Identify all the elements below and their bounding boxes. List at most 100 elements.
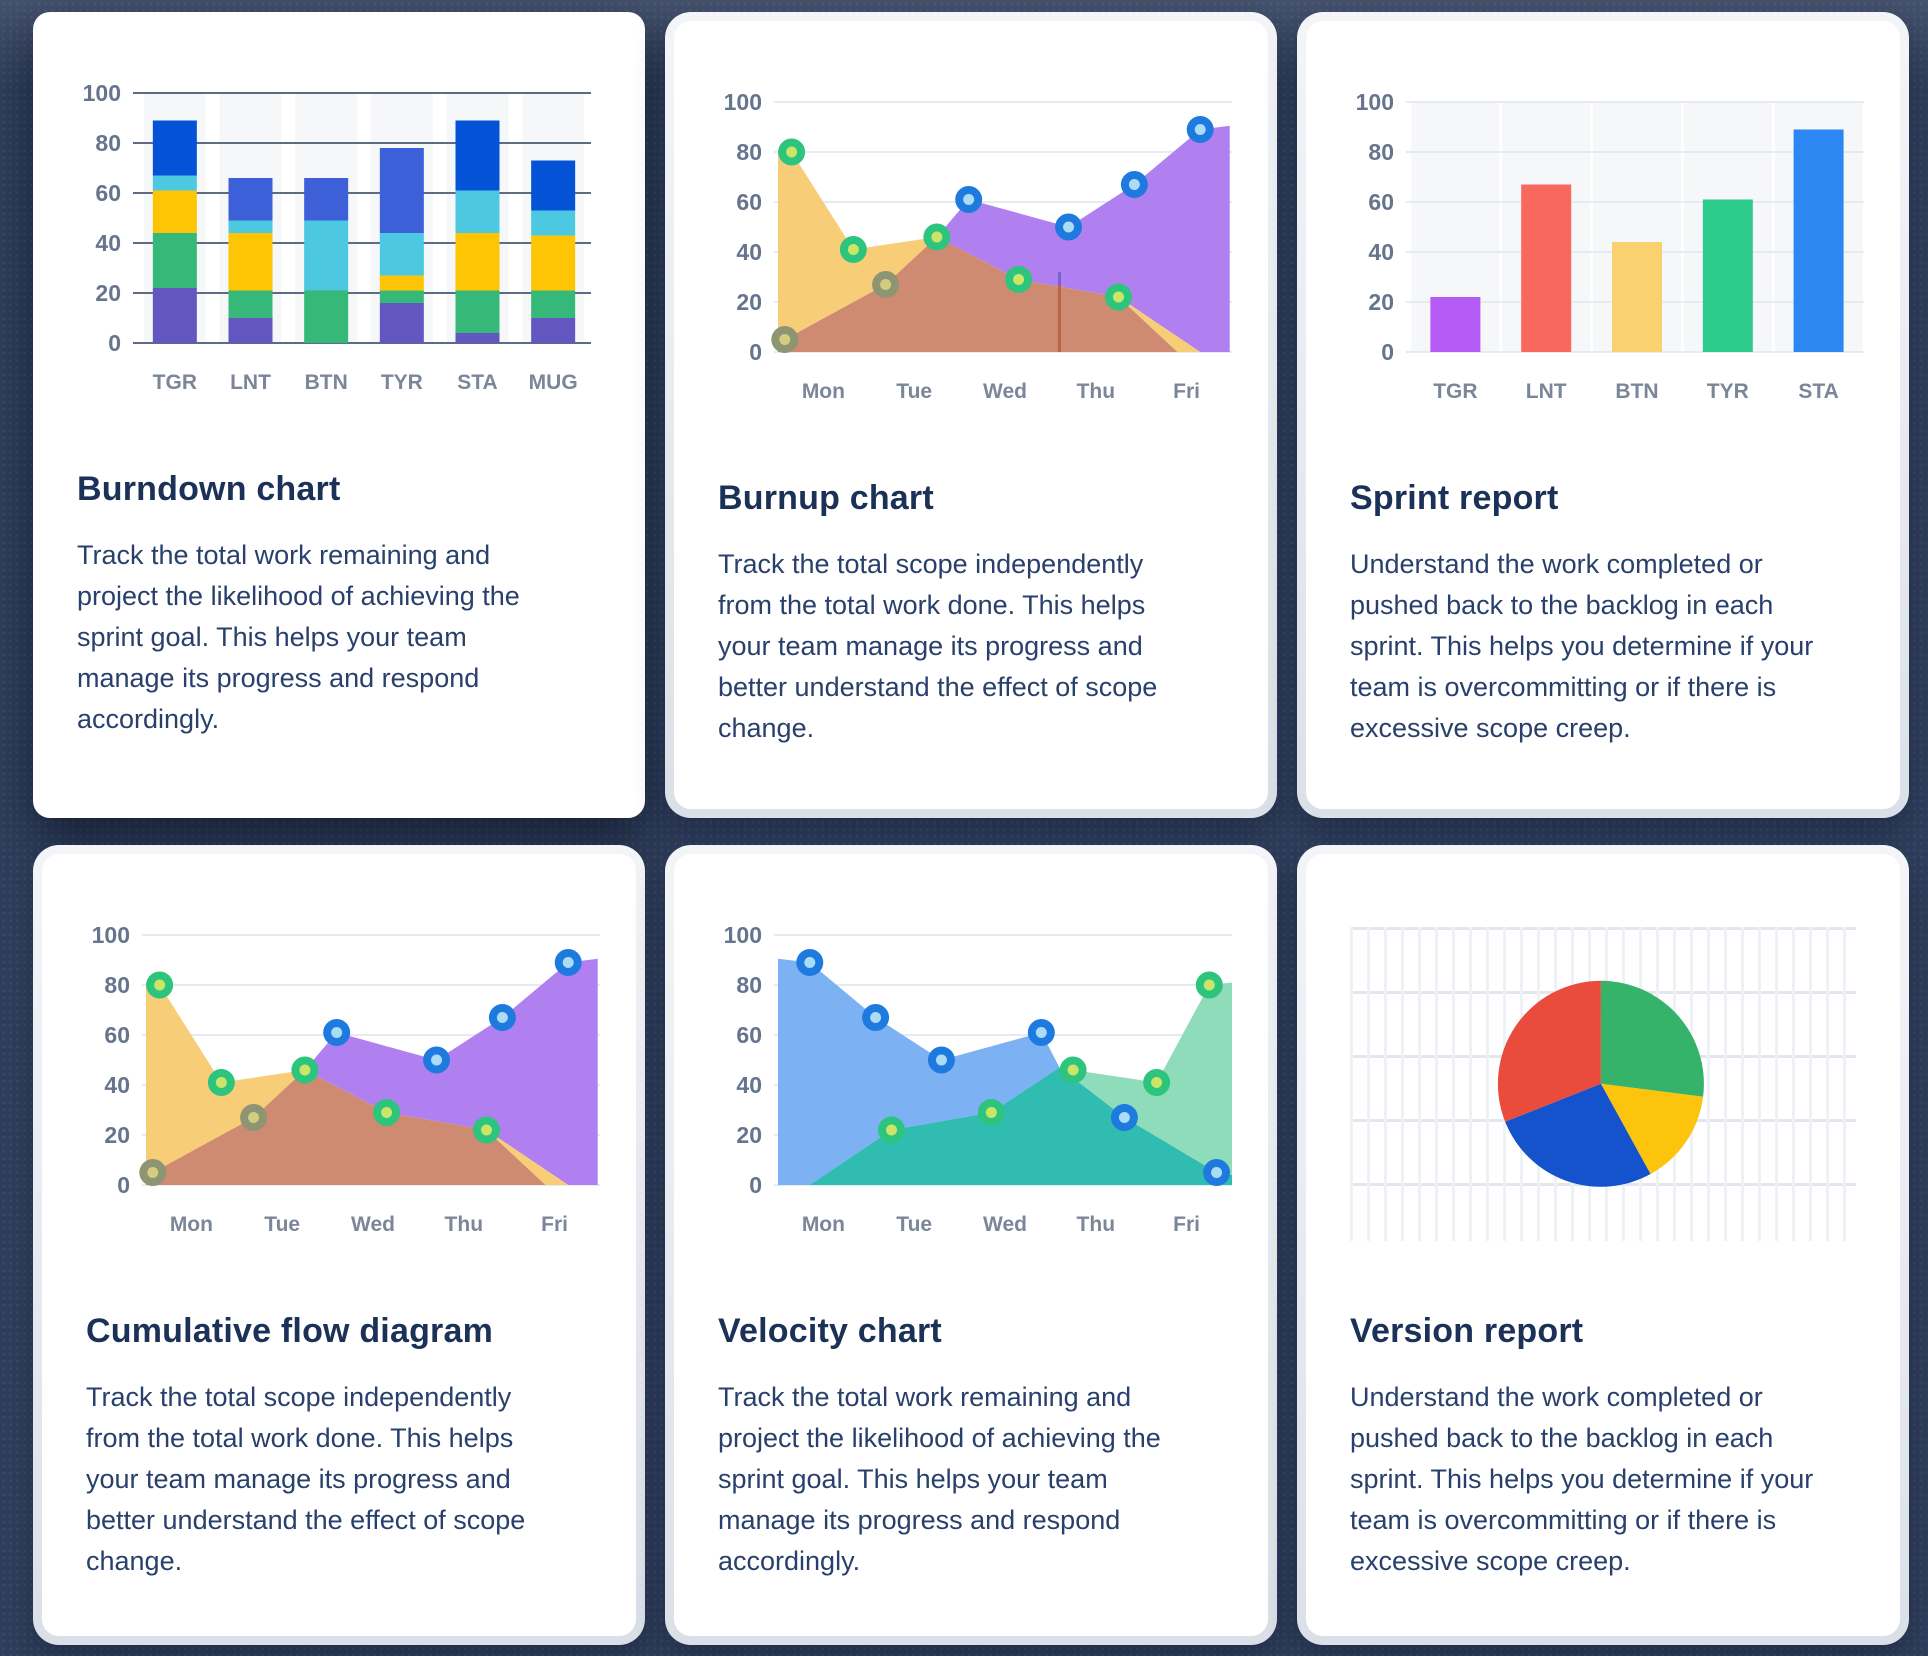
card-description: Understand the work completed or pushed … <box>1350 1382 1814 1576</box>
svg-text:100: 100 <box>1356 89 1394 115</box>
report-card-outer-cumulative-flow: 0 20 40 60 80 100 Mon Tue Wed Thu Fri Cumulative f… <box>33 845 645 1645</box>
report-card-burndown[interactable]: 0 20 40 60 80 100 TGR LNT BTN TYR STA MUG Burndown … <box>33 12 645 818</box>
report-card-cumulative-flow[interactable]: 0 20 40 60 80 100 Mon Tue Wed Thu Fri Cumulative f… <box>42 854 636 1636</box>
burnup-chart: 0 20 40 60 80 100 Mon Tue Wed Thu Fri <box>718 79 1232 415</box>
data-point-dot <box>1013 274 1025 285</box>
svg-text:STA: STA <box>457 371 497 394</box>
svg-text:40: 40 <box>736 239 762 265</box>
report-card-version-report[interactable]: Version report Understand the work compl… <box>1306 854 1900 1636</box>
svg-text:Wed: Wed <box>351 1213 395 1236</box>
data-point-dot <box>215 1077 227 1088</box>
svg-text:TGR: TGR <box>153 371 197 394</box>
svg-text:STA: STA <box>1798 380 1838 403</box>
report-card-sprint-report[interactable]: 0 20 40 60 80 100 TGR LNT BTN TYR STA Sprint repor… <box>1306 21 1900 809</box>
svg-text:0: 0 <box>1381 339 1394 365</box>
done-light-teal <box>1059 982 1232 1175</box>
svg-text:Fri: Fri <box>1173 380 1200 403</box>
report-card-outer-sprint-report: 0 20 40 60 80 100 TGR LNT BTN TYR STA Sprint repor… <box>1297 12 1909 818</box>
report-card-velocity[interactable]: 0 20 40 60 80 100 Mon Tue Wed Thu Fri Velocity cha… <box>674 854 1268 1636</box>
bar <box>1612 242 1662 352</box>
svg-text:Thu: Thu <box>1077 380 1115 403</box>
pie-chart <box>1497 980 1704 1187</box>
bar-segment <box>455 120 500 191</box>
bar <box>1521 184 1572 352</box>
card-title: Burnup chart <box>718 479 934 517</box>
report-card-burnup[interactable]: 0 20 40 60 80 100 Mon Tue Wed Thu Fri Burnup chart… <box>674 21 1268 809</box>
bar-segment <box>152 233 197 288</box>
bar-segment <box>152 175 197 191</box>
pie-slice-green <box>1600 980 1704 1097</box>
svg-text:20: 20 <box>1368 289 1394 315</box>
svg-text:60: 60 <box>104 1022 130 1048</box>
data-point-dot <box>1035 1027 1047 1038</box>
bar-segment <box>379 275 424 291</box>
svg-text:Tue: Tue <box>896 380 932 403</box>
scope-yellow <box>778 149 937 341</box>
done-brown <box>778 237 1178 352</box>
data-point-dot <box>1067 1064 1079 1076</box>
bar-segment <box>152 190 197 233</box>
svg-text:TYR: TYR <box>381 371 423 394</box>
bar-segment <box>455 233 500 291</box>
card-description: Track the total scope independently from… <box>718 549 1158 743</box>
svg-text:Fri: Fri <box>1173 1213 1200 1236</box>
svg-text:60: 60 <box>95 180 121 206</box>
card-title: Burndown chart <box>77 470 341 508</box>
svg-text:20: 20 <box>736 289 762 315</box>
svg-text:Mon: Mon <box>170 1213 213 1236</box>
svg-text:80: 80 <box>104 972 130 998</box>
total-purple <box>936 125 1230 352</box>
bar-segment <box>228 220 273 233</box>
data-point-dot <box>481 1124 492 1136</box>
svg-text:60: 60 <box>1368 189 1394 215</box>
data-point-dot <box>931 231 943 243</box>
bar <box>1793 129 1844 352</box>
data-point-dot <box>786 146 798 158</box>
data-point-dot <box>147 1167 159 1178</box>
svg-text:Fri: Fri <box>541 1213 568 1236</box>
svg-text:Mon: Mon <box>802 1213 845 1236</box>
sprint-report-chart: 0 20 40 60 80 100 TGR LNT BTN TYR STA <box>1350 79 1864 415</box>
bar-segment <box>455 290 500 333</box>
bar-segment <box>228 318 273 343</box>
svg-text:LNT: LNT <box>230 371 271 394</box>
svg-text:Thu: Thu <box>445 1213 483 1236</box>
bar-segment <box>152 120 197 176</box>
bar-segment <box>455 190 500 233</box>
data-point-dot <box>562 957 574 968</box>
data-point-dot <box>381 1107 393 1118</box>
report-card-outer-version-report: Version report Understand the work compl… <box>1297 845 1909 1645</box>
data-point-dot <box>1118 1112 1130 1123</box>
svg-text:LNT: LNT <box>1526 380 1567 403</box>
overlap-dark-teal <box>809 1067 1232 1185</box>
svg-text:20: 20 <box>104 1122 130 1148</box>
total-purple <box>304 958 598 1185</box>
svg-text:TGR: TGR <box>1433 380 1477 403</box>
bar-segment <box>531 290 576 318</box>
svg-text:80: 80 <box>95 130 121 156</box>
bar-segment <box>304 178 349 221</box>
burndown-chart: 0 20 40 60 80 100 TGR LNT BTN TYR STA MUG <box>77 70 601 406</box>
svg-text:TYR: TYR <box>1707 380 1749 403</box>
bar-segment <box>304 290 349 343</box>
card-description: Track the total work remaining and proje… <box>718 1382 1161 1576</box>
data-point-dot <box>1194 124 1206 135</box>
card-title: Velocity chart <box>718 1312 942 1350</box>
pie-slice-yellow <box>1600 1083 1704 1174</box>
data-point-dot <box>779 334 791 345</box>
card-title: Version report <box>1350 1312 1584 1350</box>
bar-segment <box>531 210 576 236</box>
svg-text:0: 0 <box>117 1172 130 1198</box>
pie-slice-red <box>1497 980 1601 1122</box>
bar-segment <box>379 233 424 276</box>
data-point-dot <box>1211 1167 1223 1178</box>
bar-segment <box>531 160 576 211</box>
data-point-dot <box>1128 179 1140 190</box>
card-description: Track the total work remaining and proje… <box>77 540 520 734</box>
bar-segment <box>152 288 197 343</box>
data-point-dot <box>1063 221 1075 233</box>
remaining-blue <box>778 958 1060 1185</box>
data-point-dot <box>870 1012 882 1023</box>
svg-text:BTN: BTN <box>1615 380 1658 403</box>
